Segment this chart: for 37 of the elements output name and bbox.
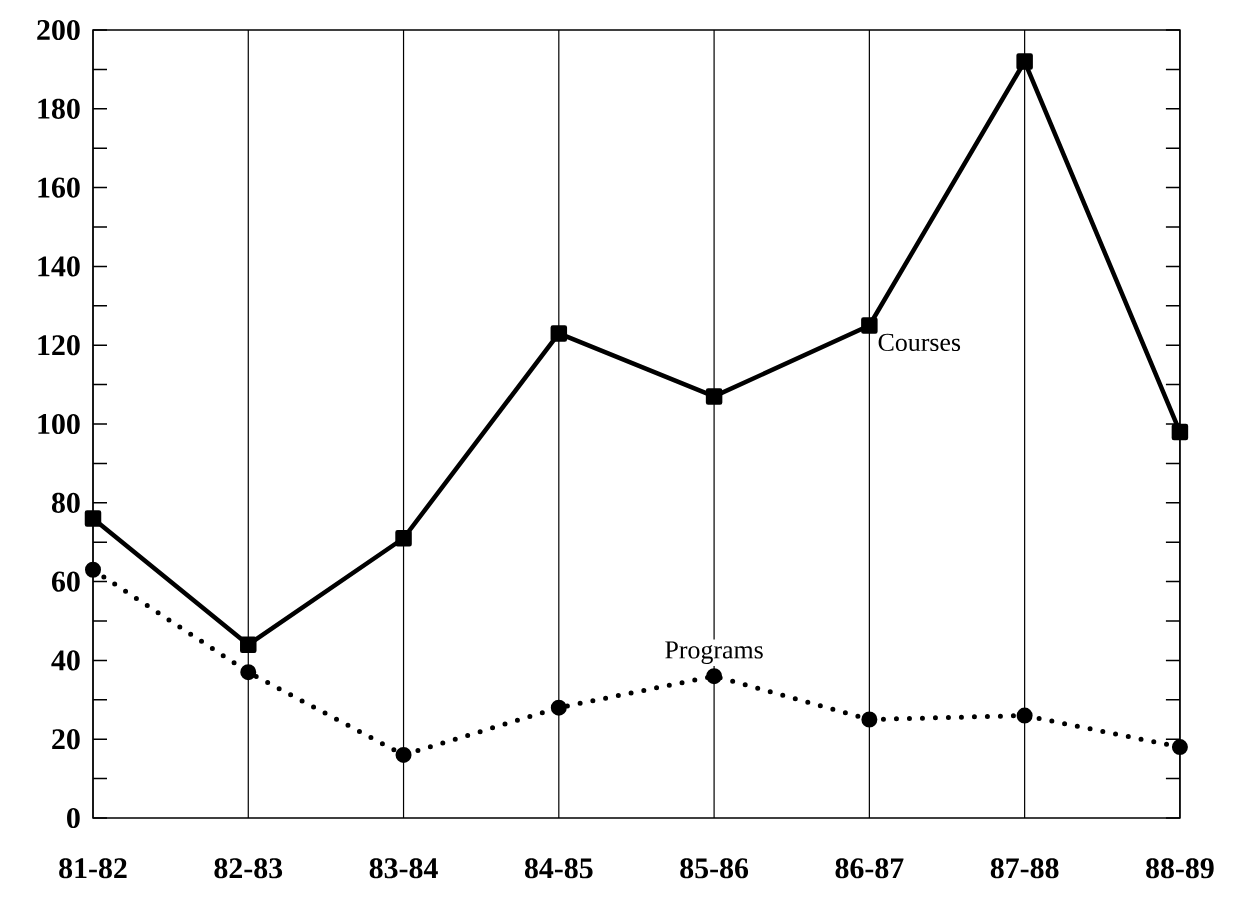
point [861, 711, 878, 728]
point [85, 561, 101, 578]
x-tick-label: 82-83 [214, 858, 283, 879]
point [1171, 739, 1188, 756]
y-tick-label: 180 [38, 98, 80, 119]
x-tick-label: 87-88 [990, 858, 1059, 879]
point [240, 636, 257, 653]
x-tick-label: 88-89 [1146, 858, 1214, 879]
point [1016, 53, 1033, 70]
point [395, 530, 412, 547]
point [861, 317, 878, 334]
x-tick-label: 86-87 [835, 858, 904, 879]
point [1171, 423, 1189, 441]
x-tick-label: 84-85 [524, 858, 593, 879]
x-tick-label: 85-86 [680, 858, 749, 879]
point [1016, 707, 1033, 724]
point [705, 388, 723, 405]
point [550, 325, 568, 342]
point [240, 664, 257, 681]
y-tick-label: 100 [38, 413, 80, 435]
y-tick-label: 160 [38, 177, 80, 198]
y-tick-label: 40 [51, 650, 80, 671]
series-label: Courses [878, 333, 961, 352]
y-tick-label: 140 [38, 256, 80, 277]
y-tick-label: 20 [52, 729, 80, 750]
y-tick-label: 80 [51, 492, 80, 513]
y-tick-label: 0 [67, 807, 80, 829]
y-tick-label: 120 [38, 335, 80, 356]
point [84, 510, 102, 527]
x-tick-label: 83-84 [369, 858, 438, 879]
x-tick-label: 81-82 [59, 858, 127, 879]
series-label: Programs [665, 641, 763, 664]
point [395, 746, 412, 763]
point [706, 668, 723, 685]
point [550, 699, 567, 716]
y-tick-label: 200 [37, 19, 80, 41]
y-tick-label: 60 [51, 571, 80, 592]
